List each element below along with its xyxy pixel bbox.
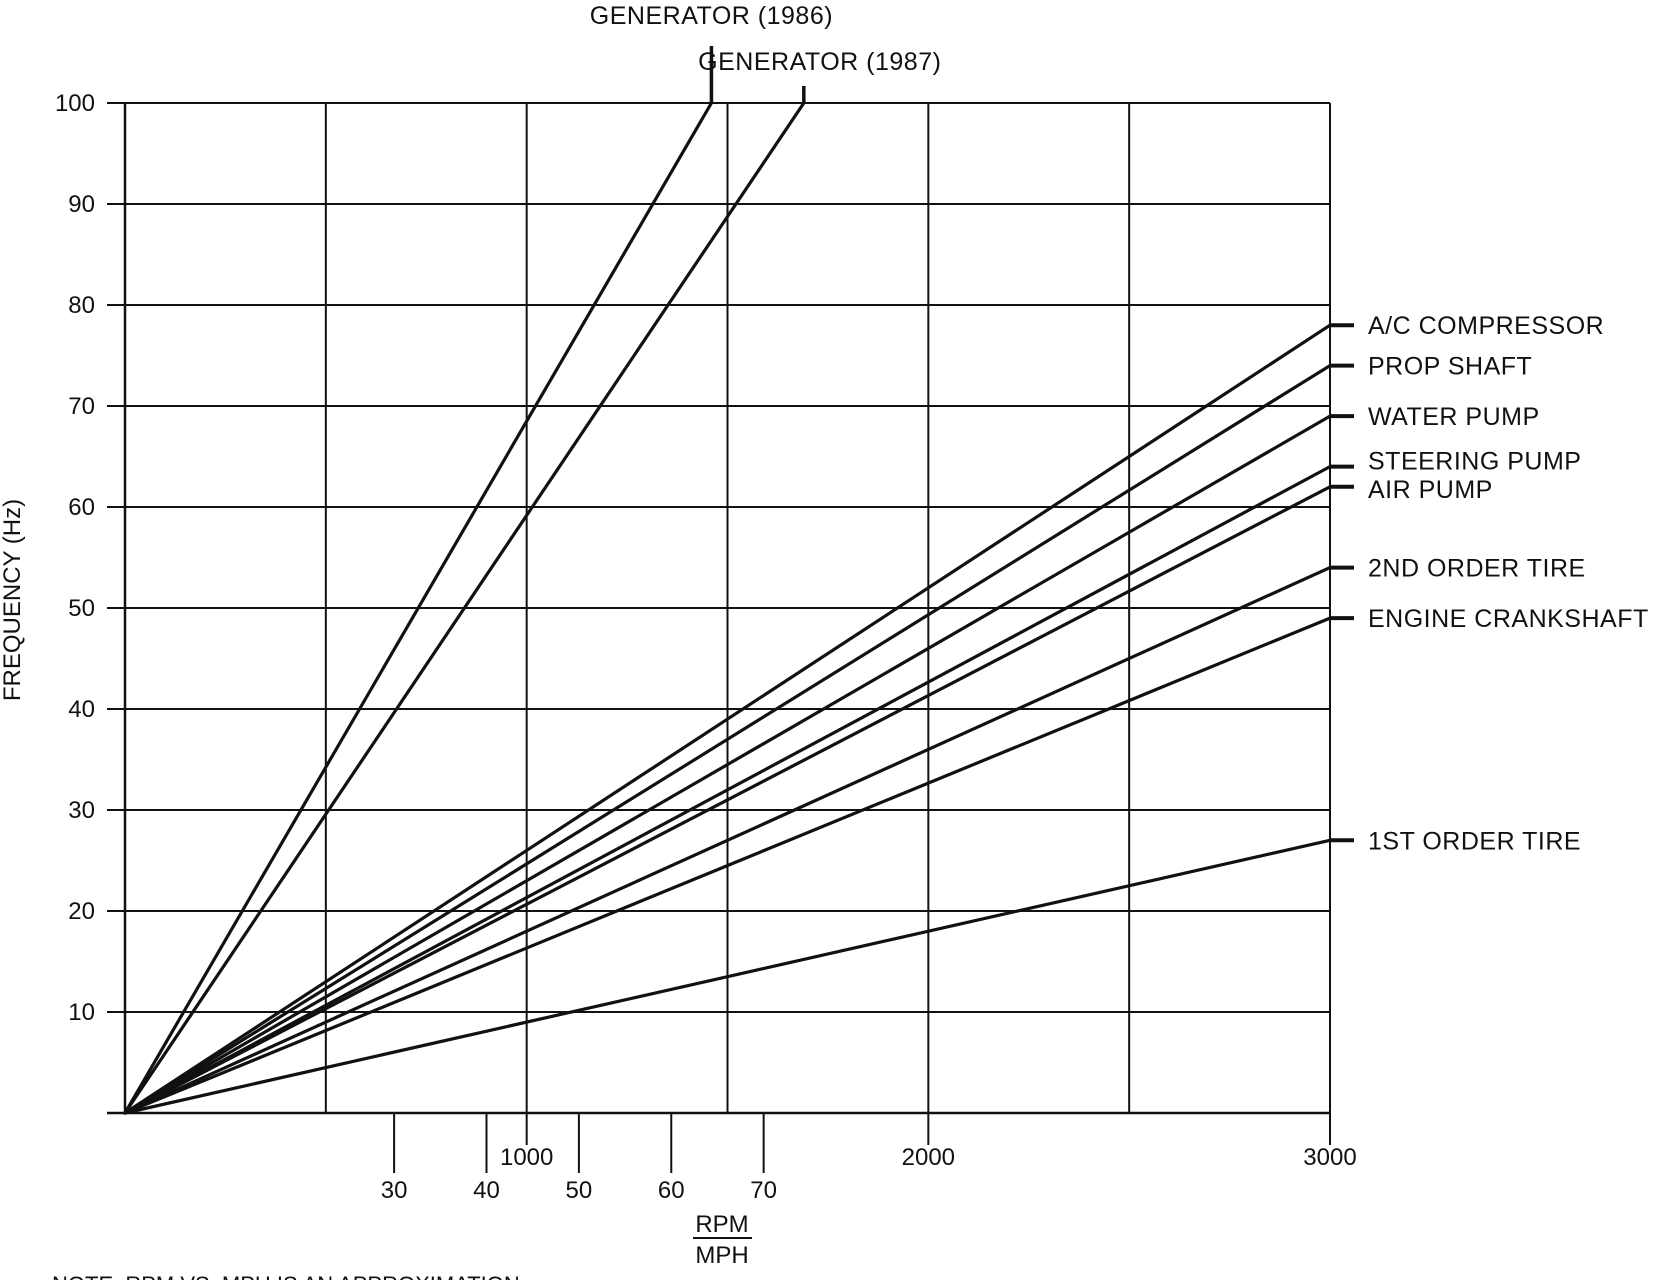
series-label: 2ND ORDER TIRE [1368,555,1586,583]
x-axis-title-mph: MPH [695,1242,748,1269]
y-tick-label: 30 [68,797,95,824]
x-mph-tick-label: 30 [381,1177,408,1204]
series-line [123,101,806,1115]
series-label: GENERATOR (1987) [698,48,941,76]
x-axis-title-rpm: RPM [695,1211,748,1238]
axes [107,103,1331,1173]
y-tick-label: 50 [68,595,95,622]
labels: 10 20 30 40 50 60 70 80 90 100 1000 2000 3000 30 40 50 6… [55,2,1649,1204]
x-rpm-tick-label: 2000 [902,1144,955,1171]
y-axis-title: FREQUENCY (Hz) [0,499,26,701]
y-tick-label: 60 [68,494,95,521]
y-tick-label: 40 [68,696,95,723]
series-label: WATER PUMP [1368,403,1540,431]
x-rpm-tick-label: 3000 [1303,1144,1356,1171]
chart-note: NOTE: RPM VS. MPH IS AN APPROXIMATION [52,1272,520,1280]
y-tick-label: 100 [55,90,95,117]
x-mph-tick-label: 40 [473,1177,500,1204]
series-label: PROP SHAFT [1368,353,1532,381]
series-label: AIR PUMP [1368,476,1493,504]
x-mph-tick-label: 70 [750,1177,777,1204]
series-label: A/C COMPRESSOR [1368,312,1604,340]
series-label: ENGINE CRANKSHAFT [1368,605,1649,633]
series-line [123,616,1332,1115]
x-rpm-tick-label: 1000 [500,1144,553,1171]
series-line [123,323,1332,1115]
y-tick-label: 70 [68,393,95,420]
series-line [123,414,1332,1115]
y-tick-label: 90 [68,191,95,218]
y-tick-label: 10 [68,999,95,1026]
y-tick-label: 80 [68,292,95,319]
series-lines [123,46,1354,1115]
series-label: 1ST ORDER TIRE [1368,827,1581,855]
series-line [123,101,714,1115]
series-line [123,565,1332,1115]
series-line [123,485,1332,1115]
series-label: GENERATOR (1986) [590,2,833,30]
series-label: STEERING PUMP [1368,448,1581,476]
grid [107,102,1331,1113]
x-mph-tick-label: 60 [658,1177,685,1204]
x-mph-tick-label: 50 [566,1177,593,1204]
series-line [123,838,1332,1115]
series-line [123,364,1332,1115]
y-tick-label: 20 [68,898,95,925]
series-line [123,465,1332,1115]
